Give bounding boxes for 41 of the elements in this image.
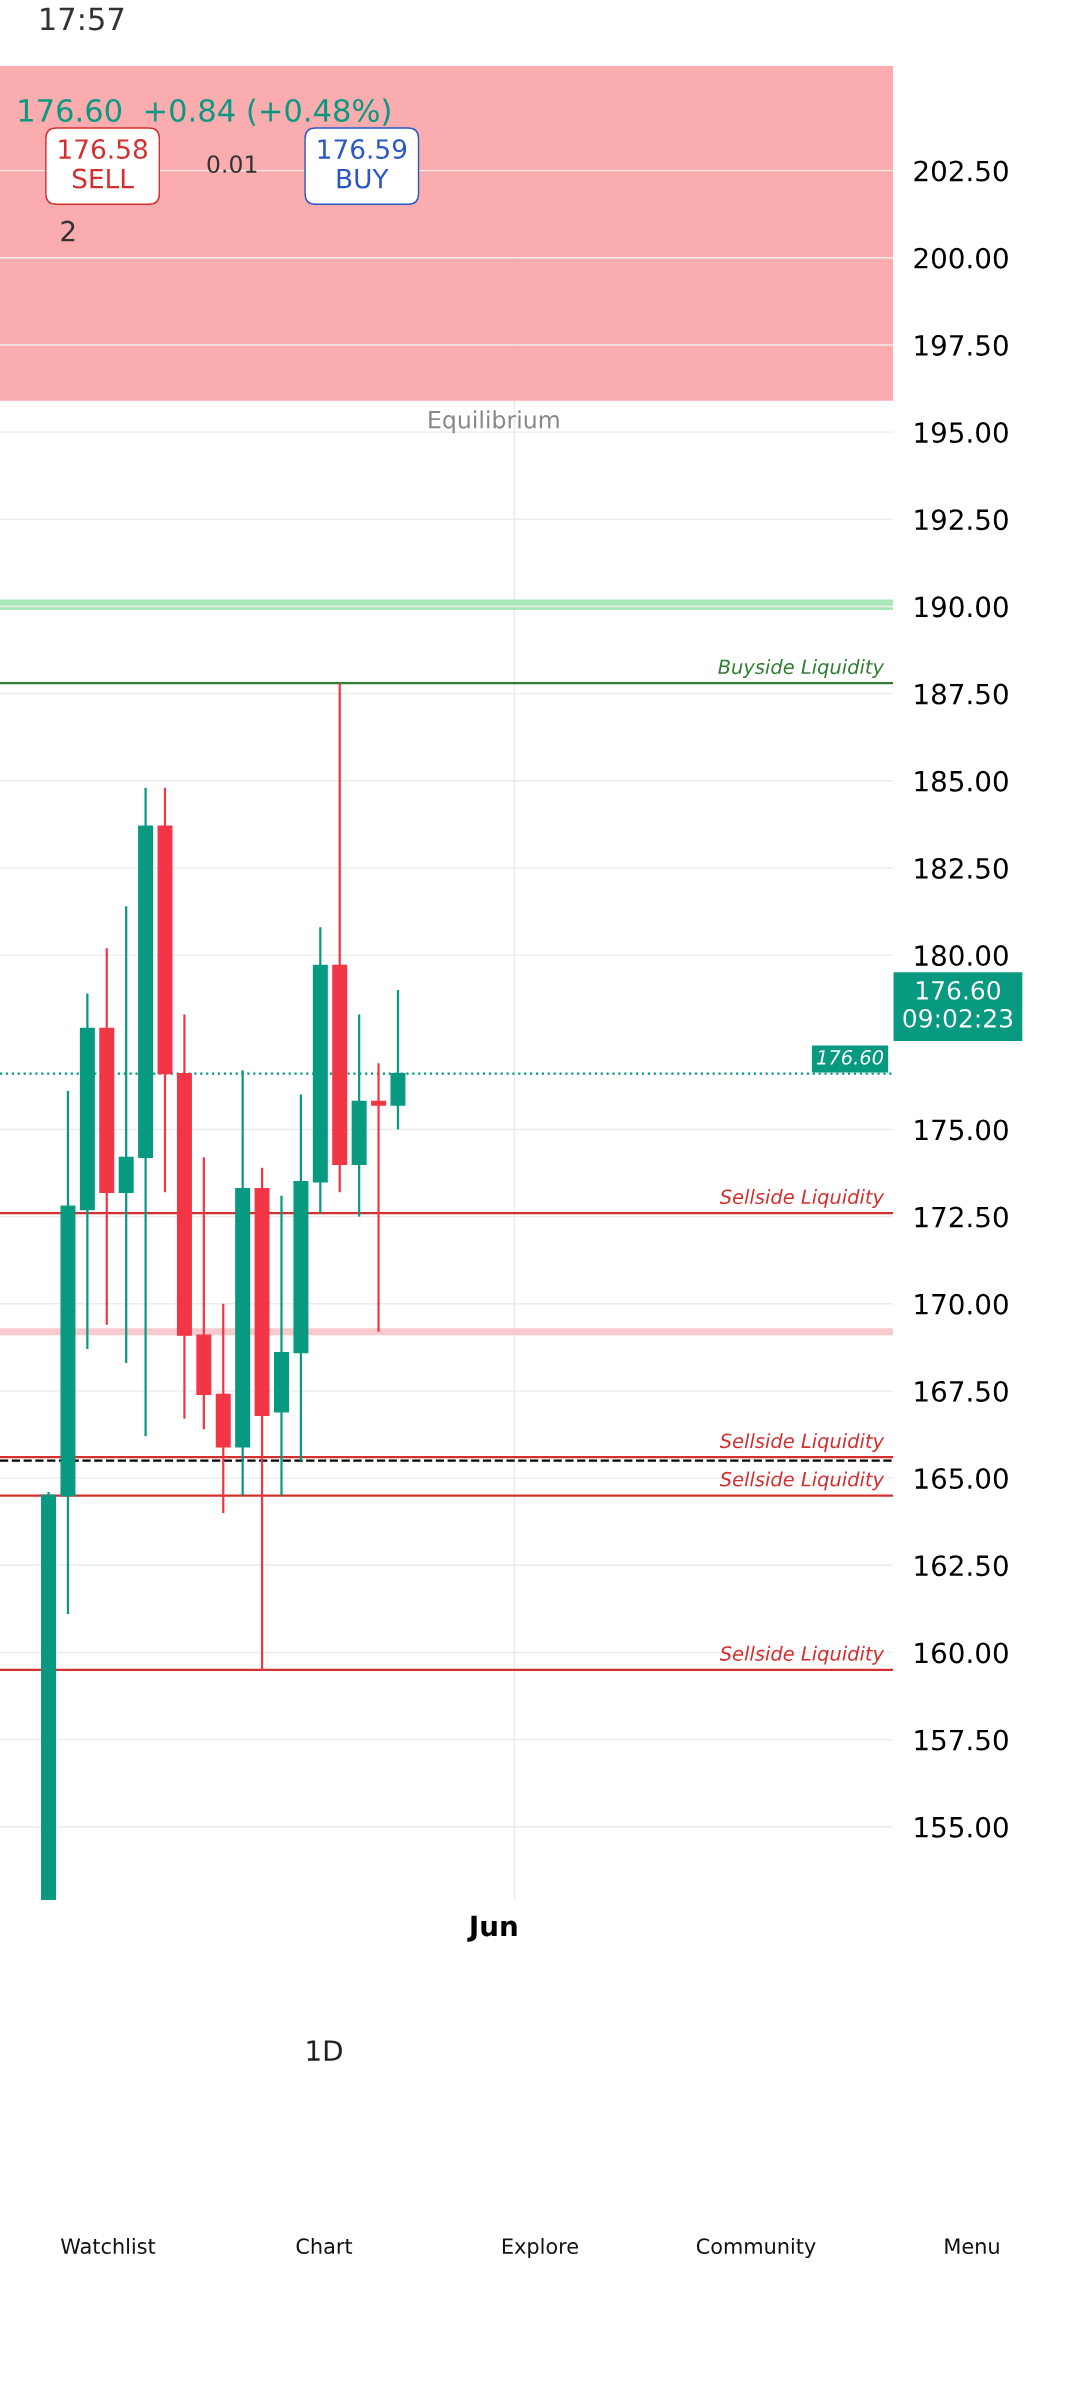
ref-line-label: Sellside Liquidity: [719, 1433, 885, 1452]
annotation: Equilibrium: [429, 410, 559, 434]
text: Community: [696, 2237, 816, 2259]
ref-line-label: Sellside Liquidity: [719, 1645, 885, 1665]
y-tick-label: 170.00: [915, 1293, 1008, 1315]
text: 17:57: [41, 7, 124, 31]
text: 1D: [307, 2040, 342, 2061]
y-tick-label: 185.00: [915, 770, 1008, 792]
y-tick-label: 160.00: [915, 1642, 1008, 1664]
y-tick-label: 157.50: [915, 1729, 1008, 1751]
text: 176.60 09:02:23: [903, 980, 1013, 1028]
y-tick-label: 202.50: [914, 160, 1008, 182]
y-tick-label: 197.50: [915, 334, 1008, 356]
candlestick: [371, 1062, 387, 1333]
y-tick-label: 167.50: [915, 1380, 1008, 1402]
text: Explore: [502, 2237, 578, 2259]
y-tick-label: 175.00: [915, 1119, 1008, 1141]
text: Watchlist: [60, 2237, 156, 2255]
ref-line-label: Sellside Liquidity: [719, 1189, 885, 1208]
annotation: 0.01: [207, 155, 257, 173]
ref-line-label: 176.60: [816, 1049, 884, 1065]
y-tick-label: 200.00: [914, 247, 1008, 269]
annotation: 176.59 BUY: [318, 139, 407, 189]
ref-line-label: Buyside Liquidity: [718, 659, 885, 678]
y-tick-label: 187.50: [915, 683, 1008, 705]
y-tick-label: 190.00: [915, 596, 1008, 618]
y-tick-label: 165.00: [915, 1468, 1008, 1490]
y-tick-label: 182.50: [915, 857, 1008, 879]
y-tick-label: 162.50: [915, 1555, 1008, 1577]
y-tick-label: 195.00: [915, 422, 1008, 444]
y-tick-label: 180.00: [915, 945, 1008, 967]
y-tick-label: 172.50: [915, 1206, 1008, 1228]
annotation: 2: [61, 220, 75, 242]
annotation: 176.60 +0.84 (+0.48%): [19, 98, 390, 126]
y-tick-label: 155.00: [915, 1816, 1008, 1838]
text: Chart: [296, 2237, 353, 2255]
annotation: 176.58 SELL: [59, 139, 147, 189]
text: Menu: [945, 2238, 999, 2255]
ref-line-label: Sellside Liquidity: [719, 1471, 885, 1491]
y-tick-label: 192.50: [915, 509, 1008, 531]
text: Jun: [467, 1915, 517, 1942]
